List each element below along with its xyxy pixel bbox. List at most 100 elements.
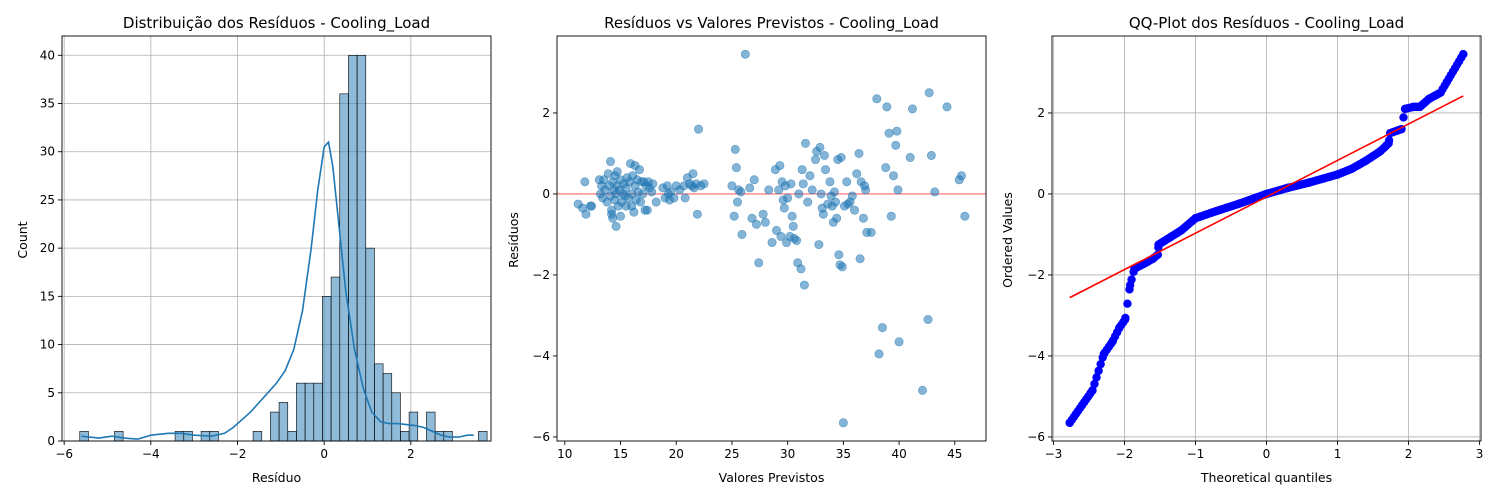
residual-points xyxy=(573,49,970,428)
residual-point xyxy=(803,197,813,207)
residual-point xyxy=(852,169,862,179)
residual-point xyxy=(877,323,887,333)
residual-point xyxy=(688,169,698,179)
residual-point xyxy=(881,163,891,173)
residual-point xyxy=(729,211,739,221)
qq-plot-xtick-label: −3 xyxy=(1045,447,1063,461)
qq-point xyxy=(1090,379,1099,389)
qq-plot-panel: QQ-Plot dos Resíduos - Cooling_Load Theo… xyxy=(1000,14,1483,485)
histogram-xtick-label: 2 xyxy=(407,447,415,461)
qq-point xyxy=(1092,373,1101,382)
qq-plot-xtick-label: −1 xyxy=(1187,447,1205,461)
qq-point xyxy=(1096,359,1105,369)
residual-point xyxy=(807,185,817,195)
residual-point xyxy=(775,161,785,171)
residual-point xyxy=(612,167,622,177)
residual-point xyxy=(580,177,590,187)
histogram-bar xyxy=(322,296,332,442)
residual-point xyxy=(629,207,639,217)
residual-point xyxy=(861,185,871,195)
residuals-scatter-xtick-label: 20 xyxy=(669,447,684,461)
histogram-bar xyxy=(391,392,401,442)
histogram-ytick-label: 10 xyxy=(40,338,55,352)
residual-point xyxy=(727,181,737,191)
qq-plot-frame xyxy=(1051,35,1482,442)
residual-point xyxy=(815,142,825,152)
histogram-ytick-label: 30 xyxy=(40,145,55,159)
qq-plot-ytick-label: 0 xyxy=(1037,187,1045,201)
qq-plot-xtick-label: 0 xyxy=(1263,447,1271,461)
residual-point xyxy=(787,211,797,221)
residual-point xyxy=(842,177,852,187)
qq-point xyxy=(1123,299,1132,308)
residual-point xyxy=(760,217,770,227)
qq-plot-ytick-label: −4 xyxy=(1027,349,1045,363)
residual-point xyxy=(767,238,777,248)
residuals-scatter-ytick-label: 2 xyxy=(542,106,550,120)
histogram-ytick-label: 20 xyxy=(40,241,55,255)
residual-point xyxy=(866,227,876,237)
residual-point xyxy=(893,185,903,195)
histogram-bar xyxy=(287,431,297,442)
residuals-scatter-xtick-label: 30 xyxy=(780,447,795,461)
histogram-ytick-label: 35 xyxy=(40,97,55,111)
residual-point xyxy=(745,183,755,193)
residual-point xyxy=(907,104,917,114)
residual-point xyxy=(917,385,927,395)
residual-point xyxy=(850,205,860,215)
residual-point xyxy=(779,203,789,213)
histogram-xtick-label: 0 xyxy=(320,447,328,461)
histogram-xlabel: Resíduo xyxy=(252,470,301,485)
residuals-scatter-xtick-label: 45 xyxy=(947,447,962,461)
qq-point xyxy=(1094,366,1103,375)
histogram-bar xyxy=(313,382,323,442)
residual-point xyxy=(605,157,615,167)
residuals-scatter-ylabel: Resíduos xyxy=(506,212,521,268)
qq-point xyxy=(1399,113,1408,122)
histogram-ytick-label: 40 xyxy=(40,48,55,62)
qq-plot-xtick-label: 2 xyxy=(1405,447,1413,461)
residual-point xyxy=(821,165,831,175)
residual-point xyxy=(651,197,661,207)
qq-plot-ylabel: Ordered Values xyxy=(1000,192,1015,288)
residual-point xyxy=(956,171,966,181)
residual-point xyxy=(926,150,936,160)
histogram-bar xyxy=(278,402,289,442)
residual-point xyxy=(838,418,848,428)
residual-point xyxy=(834,250,844,260)
residual-point xyxy=(837,262,847,272)
residual-point xyxy=(805,171,815,181)
residual-point xyxy=(731,163,741,173)
residual-point xyxy=(924,88,934,98)
residual-point xyxy=(751,219,761,229)
residual-point xyxy=(680,193,690,203)
histogram-title: Distribuição dos Resíduos - Cooling_Load xyxy=(123,14,430,33)
residual-point xyxy=(858,213,868,223)
histogram-bar xyxy=(365,247,375,442)
histogram-panel: Distribuição dos Resíduos - Cooling_Load… xyxy=(15,14,492,485)
kde-curve xyxy=(81,140,474,440)
histogram-bar xyxy=(296,382,306,442)
residual-point xyxy=(774,185,784,195)
residuals-scatter-ytick-label: −6 xyxy=(532,430,550,444)
residual-point xyxy=(749,175,759,185)
residual-point xyxy=(819,150,829,160)
residual-point xyxy=(587,201,597,211)
histogram-bar xyxy=(400,431,410,442)
residual-point xyxy=(816,189,826,199)
histogram-bar xyxy=(382,373,393,442)
residual-point xyxy=(730,144,740,154)
histogram-frame xyxy=(61,35,492,442)
residual-point xyxy=(636,197,646,207)
residual-point xyxy=(891,140,901,150)
residual-point xyxy=(747,213,757,223)
histogram-bar xyxy=(478,431,488,442)
qq-plot-title: QQ-Plot dos Resíduos - Cooling_Load xyxy=(1129,14,1404,33)
residuals-scatter-xtick-label: 25 xyxy=(724,447,739,461)
residual-point xyxy=(798,179,808,189)
residual-point xyxy=(772,225,782,235)
residual-point xyxy=(882,102,892,112)
qq-plot-xtick-label: −2 xyxy=(1116,447,1134,461)
residual-point xyxy=(847,191,857,201)
